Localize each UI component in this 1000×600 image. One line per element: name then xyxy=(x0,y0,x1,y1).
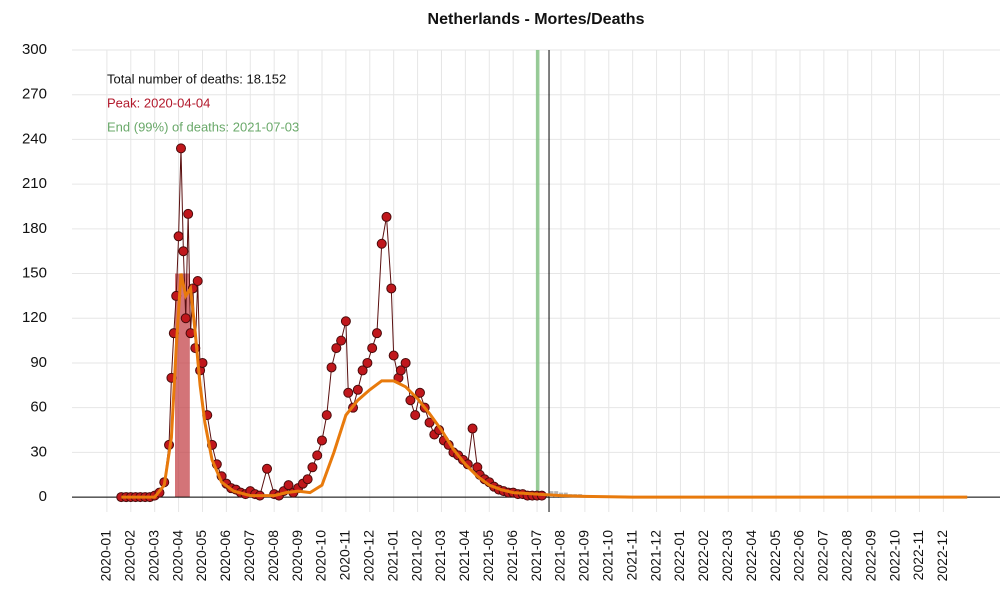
chart-title: Netherlands - Mortes/Deaths xyxy=(428,11,645,28)
point xyxy=(343,387,354,398)
point xyxy=(395,365,406,376)
point xyxy=(183,208,194,219)
fit-line xyxy=(121,273,968,499)
point xyxy=(405,395,416,406)
x-tick-label: 2022-06 xyxy=(791,530,807,582)
y-tick-label: 270 xyxy=(22,86,47,103)
point xyxy=(376,238,387,249)
point xyxy=(367,343,378,354)
point xyxy=(381,211,392,222)
annotation: Peak: 2020-04-04 xyxy=(107,95,210,110)
y-tick-label: 180 xyxy=(22,220,47,237)
point xyxy=(326,362,337,373)
x-tick-label: 2021-09 xyxy=(576,530,592,582)
x-tick-label: 2022-09 xyxy=(862,530,878,582)
point xyxy=(336,335,347,346)
point xyxy=(388,350,399,361)
y-tick-label: 90 xyxy=(30,354,47,371)
x-tick-label: 2022-08 xyxy=(838,530,854,582)
x-tick-label: 2021-06 xyxy=(504,530,520,582)
point xyxy=(357,365,368,376)
x-tick-label: 2022-05 xyxy=(767,530,783,582)
y-tick-label: 0 xyxy=(39,488,47,505)
point xyxy=(414,387,425,398)
point xyxy=(173,231,184,242)
x-tick-label: 2021-02 xyxy=(408,530,424,582)
y-tick-label: 30 xyxy=(30,443,47,460)
x-tick-label: 2021-08 xyxy=(552,530,568,582)
point xyxy=(467,423,478,434)
x-tick-label: 2022-11 xyxy=(910,530,926,581)
point xyxy=(180,313,191,324)
point xyxy=(371,328,382,339)
point xyxy=(192,276,203,286)
x-tick-label: 2022-12 xyxy=(934,530,950,582)
point xyxy=(316,435,327,446)
y-tick-label: 240 xyxy=(22,130,47,147)
y-tick-label: 60 xyxy=(30,399,47,416)
point xyxy=(321,410,332,421)
peak-band xyxy=(175,273,190,498)
x-tick-label: 2021-12 xyxy=(647,530,663,582)
point xyxy=(386,283,397,294)
x-tick-label: 2020-02 xyxy=(121,530,137,582)
x-tick-label: 2020-07 xyxy=(241,530,257,582)
x-tick-label: 2021-10 xyxy=(599,530,615,582)
y-tick-label: 150 xyxy=(22,265,47,282)
point xyxy=(362,357,373,368)
point xyxy=(312,450,323,461)
x-tick-label: 2020-05 xyxy=(193,530,209,582)
annotation: Total number of deaths: 18.152 xyxy=(107,71,286,86)
y-tick-label: 120 xyxy=(22,309,47,326)
x-tick-label: 2021-07 xyxy=(528,530,544,582)
point xyxy=(352,384,363,395)
point xyxy=(400,357,411,368)
x-tick-label: 2021-03 xyxy=(432,530,448,582)
x-tick-label: 2021-01 xyxy=(384,530,400,582)
annotation: End (99%) of deaths: 2021-07-03 xyxy=(107,119,299,134)
x-tick-label: 2022-01 xyxy=(671,530,687,582)
x-tick-label: 2020-01 xyxy=(98,530,114,582)
x-tick-label: 2020-04 xyxy=(169,530,185,582)
point xyxy=(410,410,421,421)
x-tick-label: 2022-03 xyxy=(719,530,735,582)
point xyxy=(307,462,318,473)
point xyxy=(424,417,435,428)
x-tick-label: 2020-03 xyxy=(145,530,161,582)
x-tick-label: 2022-02 xyxy=(695,530,711,582)
point xyxy=(178,246,189,257)
x-tick-label: 2020-10 xyxy=(313,530,329,582)
x-tick-label: 2022-04 xyxy=(743,530,759,582)
x-tick-label: 2020-12 xyxy=(360,530,376,582)
x-tick-label: 2021-04 xyxy=(456,530,472,582)
x-tick-label: 2021-11 xyxy=(623,530,639,581)
x-tick-label: 2020-06 xyxy=(217,530,233,582)
y-tick-label: 210 xyxy=(22,175,47,192)
point xyxy=(283,480,294,491)
point xyxy=(331,343,342,354)
point xyxy=(175,143,186,154)
end-band xyxy=(535,50,540,498)
x-tick-label: 2022-10 xyxy=(886,530,902,582)
x-tick-label: 2022-07 xyxy=(815,530,831,582)
x-tick-label: 2020-09 xyxy=(289,530,305,582)
x-tick-label: 2020-08 xyxy=(265,530,281,582)
x-tick-label: 2021-05 xyxy=(480,530,496,582)
x-tick-label: 2020-11 xyxy=(337,530,353,581)
point xyxy=(340,316,351,327)
y-tick-label: 300 xyxy=(22,41,47,58)
point xyxy=(262,463,273,474)
point xyxy=(302,474,313,485)
